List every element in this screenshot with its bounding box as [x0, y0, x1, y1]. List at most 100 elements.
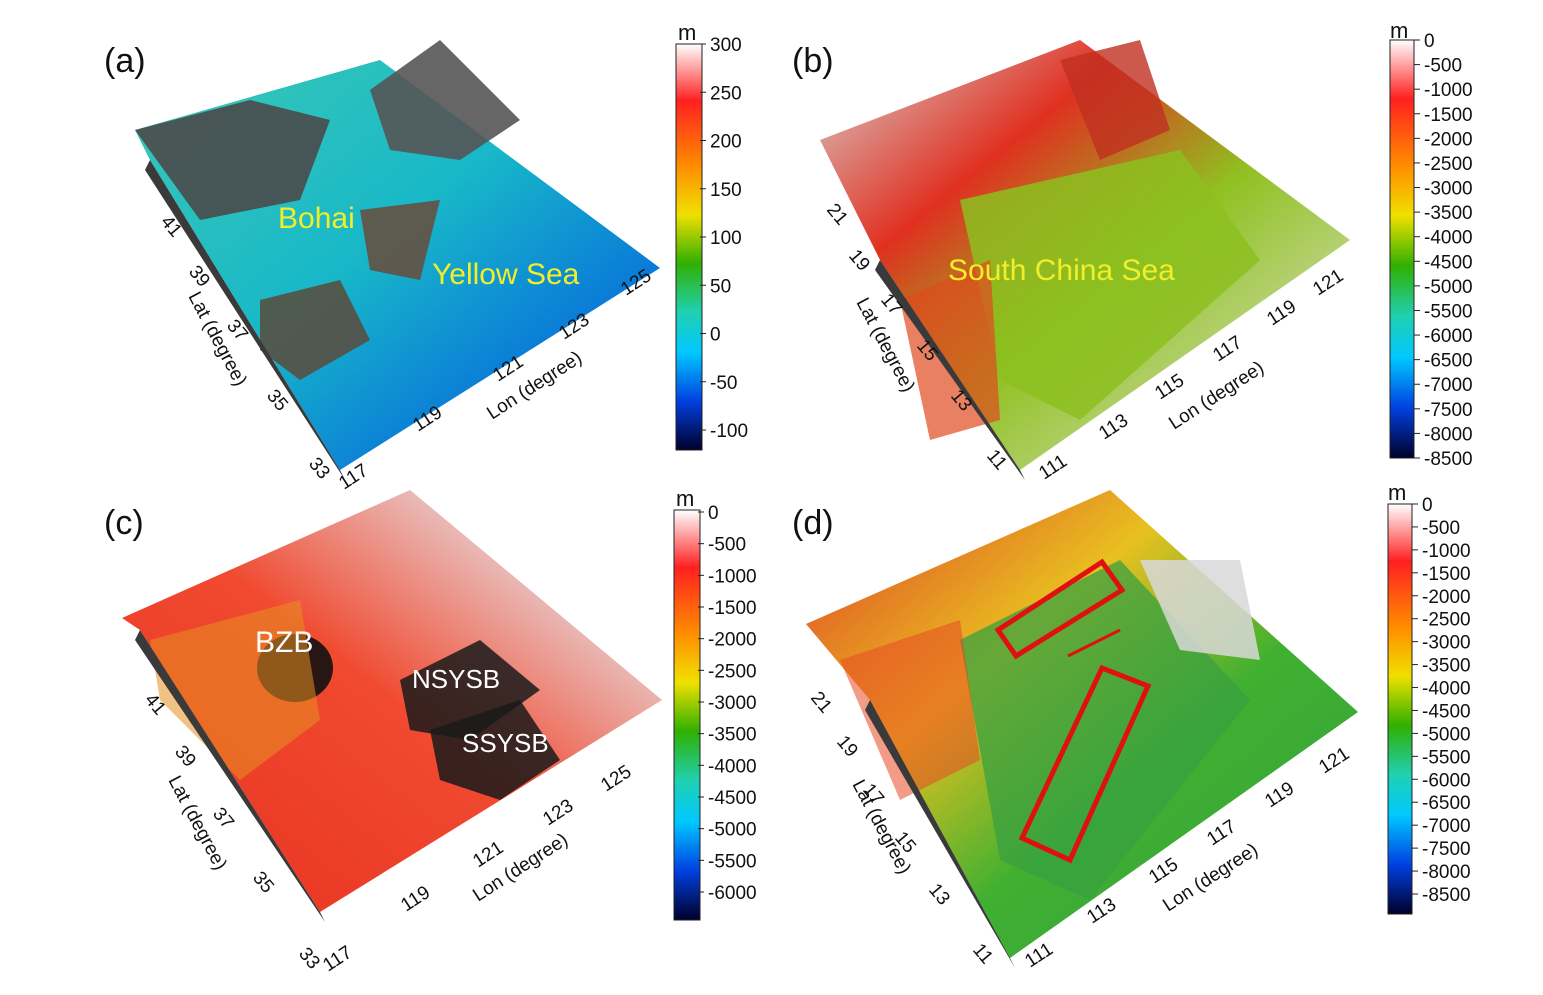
colorbar-tick-label: -2000 — [708, 630, 757, 651]
terrain-surface — [122, 490, 662, 922]
colorbar-unit: m — [1388, 480, 1406, 505]
colorbar-tick-label: -6000 — [1422, 770, 1471, 791]
colorbar-tick-label: -2500 — [708, 661, 757, 682]
colorbar-tick-label: -7500 — [1422, 839, 1471, 860]
lon-tick: 119 — [397, 882, 434, 916]
lat-tick: 21 — [822, 200, 852, 230]
terrain-surface — [135, 40, 660, 480]
lat-tick: 39 — [170, 742, 200, 772]
colorbar-tick-label: -7000 — [1424, 375, 1473, 396]
colorbar-tick-label: 250 — [710, 83, 742, 104]
lat-tick: 35 — [248, 868, 278, 898]
lon-tick: 125 — [597, 761, 635, 796]
colorbar-tick-label: -1500 — [708, 598, 757, 619]
colorbar-tick-label: -4500 — [1422, 701, 1471, 722]
highlight-box — [994, 558, 1126, 660]
colorbar-tick-label: -100 — [710, 421, 748, 442]
colorbar-tick-label: -4500 — [1424, 252, 1473, 273]
colorbar-gradient — [673, 509, 701, 921]
colorbar-tick-label: -5500 — [1422, 747, 1471, 768]
highlight-box — [1018, 664, 1152, 864]
annotation-ssysb: SSYSB — [462, 728, 549, 758]
colorbar-tick-label: 0 — [710, 325, 721, 346]
colorbar-tick-label: -7500 — [1424, 400, 1473, 421]
colorbar-gradient — [1389, 39, 1415, 459]
colorbar-gradient — [1387, 503, 1413, 915]
colorbar-unit: m — [1390, 18, 1408, 43]
colorbar-tick-label: -500 — [708, 535, 746, 556]
highlight-boxes — [994, 558, 1152, 864]
lon-tick: 113 — [1095, 410, 1132, 444]
colorbar-tick-label: -6500 — [1424, 351, 1473, 372]
lon-tick: 121 — [1309, 265, 1347, 300]
lon-tick: 115 — [1151, 370, 1188, 404]
colorbar-tick-label: -6000 — [1424, 326, 1473, 347]
highlight-arrow — [1067, 628, 1121, 658]
annotation-nsysb: NSYSB — [412, 664, 500, 694]
colorbar-tick-label: -1500 — [1424, 105, 1473, 126]
colorbar-tick-label: -8500 — [1424, 449, 1473, 470]
colorbar-tick-label: -1500 — [1422, 564, 1471, 585]
colorbar-tick-label: -2500 — [1422, 610, 1471, 631]
colorbar-tick-label: -1000 — [1422, 541, 1471, 562]
colorbar-tick-label: -3000 — [1424, 179, 1473, 200]
colorbar-ticks: 0 -500 -1000 -1500 -2000 -2500 -3000 -3500 -4000… — [698, 503, 757, 904]
colorbar-tick-label: -3500 — [1424, 203, 1473, 224]
lon-axis-label: Lon (degree) — [1165, 357, 1268, 434]
panel-label: (d) — [792, 504, 834, 542]
colorbar-tick-label: -2000 — [1422, 587, 1471, 608]
colorbar-tick-label: -5000 — [1424, 277, 1473, 298]
colorbar-tick-label: -6500 — [1422, 793, 1471, 814]
colorbar-tick-label: -3500 — [1422, 656, 1471, 677]
colorbar-ticks: 300 250 200 150 100 50 0 -50 -100 — [700, 35, 748, 442]
colorbar-tick-label: -8000 — [1424, 424, 1473, 445]
colorbar-gradient — [675, 43, 703, 451]
annotation-bohai: Bohai — [278, 202, 355, 235]
colorbar-ticks: 0 -500 -1000 -1500 -2000 -2500 -3000 -3500 -4000… — [1414, 31, 1473, 470]
lat-tick: 21 — [806, 688, 836, 718]
colorbar-tick-label: 0 — [708, 503, 719, 524]
lon-tick: 121 — [1315, 743, 1353, 778]
colorbar-tick-label: -6000 — [708, 883, 757, 904]
colorbar-tick-label: -2000 — [1424, 129, 1473, 150]
lon-tick: 123 — [539, 795, 577, 830]
lon-tick: 119 — [1263, 296, 1300, 330]
colorbar-tick-label: 50 — [710, 276, 731, 297]
annotation-bzb: BZB — [255, 626, 313, 659]
annotation-yellow-sea: Yellow Sea — [432, 258, 580, 291]
colorbar-tick-label: -500 — [1422, 518, 1460, 539]
panel-label: (b) — [792, 42, 834, 80]
lon-tick: 119 — [1261, 778, 1298, 812]
colorbar-tick-label: -1000 — [1424, 80, 1473, 101]
colorbar-tick-label: 100 — [710, 228, 742, 249]
lon-tick: 117 — [1209, 332, 1246, 366]
colorbar-unit: m — [676, 486, 694, 511]
colorbar-tick-label: -8000 — [1422, 862, 1471, 883]
colorbar-tick-label: -5500 — [708, 851, 757, 872]
colorbar-tick-label: -50 — [710, 373, 737, 394]
lon-tick: 111 — [1035, 451, 1071, 484]
lat-tick: 33 — [304, 454, 334, 484]
colorbar-tick-label: -3000 — [708, 693, 757, 714]
colorbar-tick-label: -1000 — [708, 566, 757, 587]
colorbar-tick-label: 0 — [1422, 495, 1433, 516]
panel-a: (a) Bohai Yellow Sea 41 39 37 35 33 Lat … — [104, 20, 748, 494]
lat-tick: 19 — [844, 246, 874, 276]
colorbar-tick-label: -5000 — [1422, 724, 1471, 745]
terrain-surface — [806, 490, 1358, 968]
lat-tick: 11 — [968, 940, 997, 969]
panel-label: (c) — [104, 504, 144, 542]
lat-tick: 13 — [924, 880, 954, 910]
colorbar-tick-label: 150 — [710, 180, 742, 201]
lon-tick: 117 — [319, 942, 356, 976]
colorbar-tick-label: -3000 — [1422, 633, 1471, 654]
panel-d: (d) 21 19 17 15 13 11 Lat (degree) 111 1… — [792, 480, 1471, 972]
colorbar: m 0 -500 -1000 -1500 -2000 -2500 -3000 -3500 -40… — [673, 486, 757, 921]
colorbar-tick-label: 0 — [1424, 31, 1435, 52]
lon-tick: 115 — [1145, 854, 1182, 888]
colorbar: m 300 250 200 150 100 50 0 -50 -100 — [675, 20, 748, 451]
colorbar-tick-label: 200 — [710, 132, 742, 153]
terrain-surface — [820, 40, 1350, 480]
panel-c: (c) BZB NSYSB SSYSB 41 39 37 35 33 Lat (… — [104, 486, 757, 976]
